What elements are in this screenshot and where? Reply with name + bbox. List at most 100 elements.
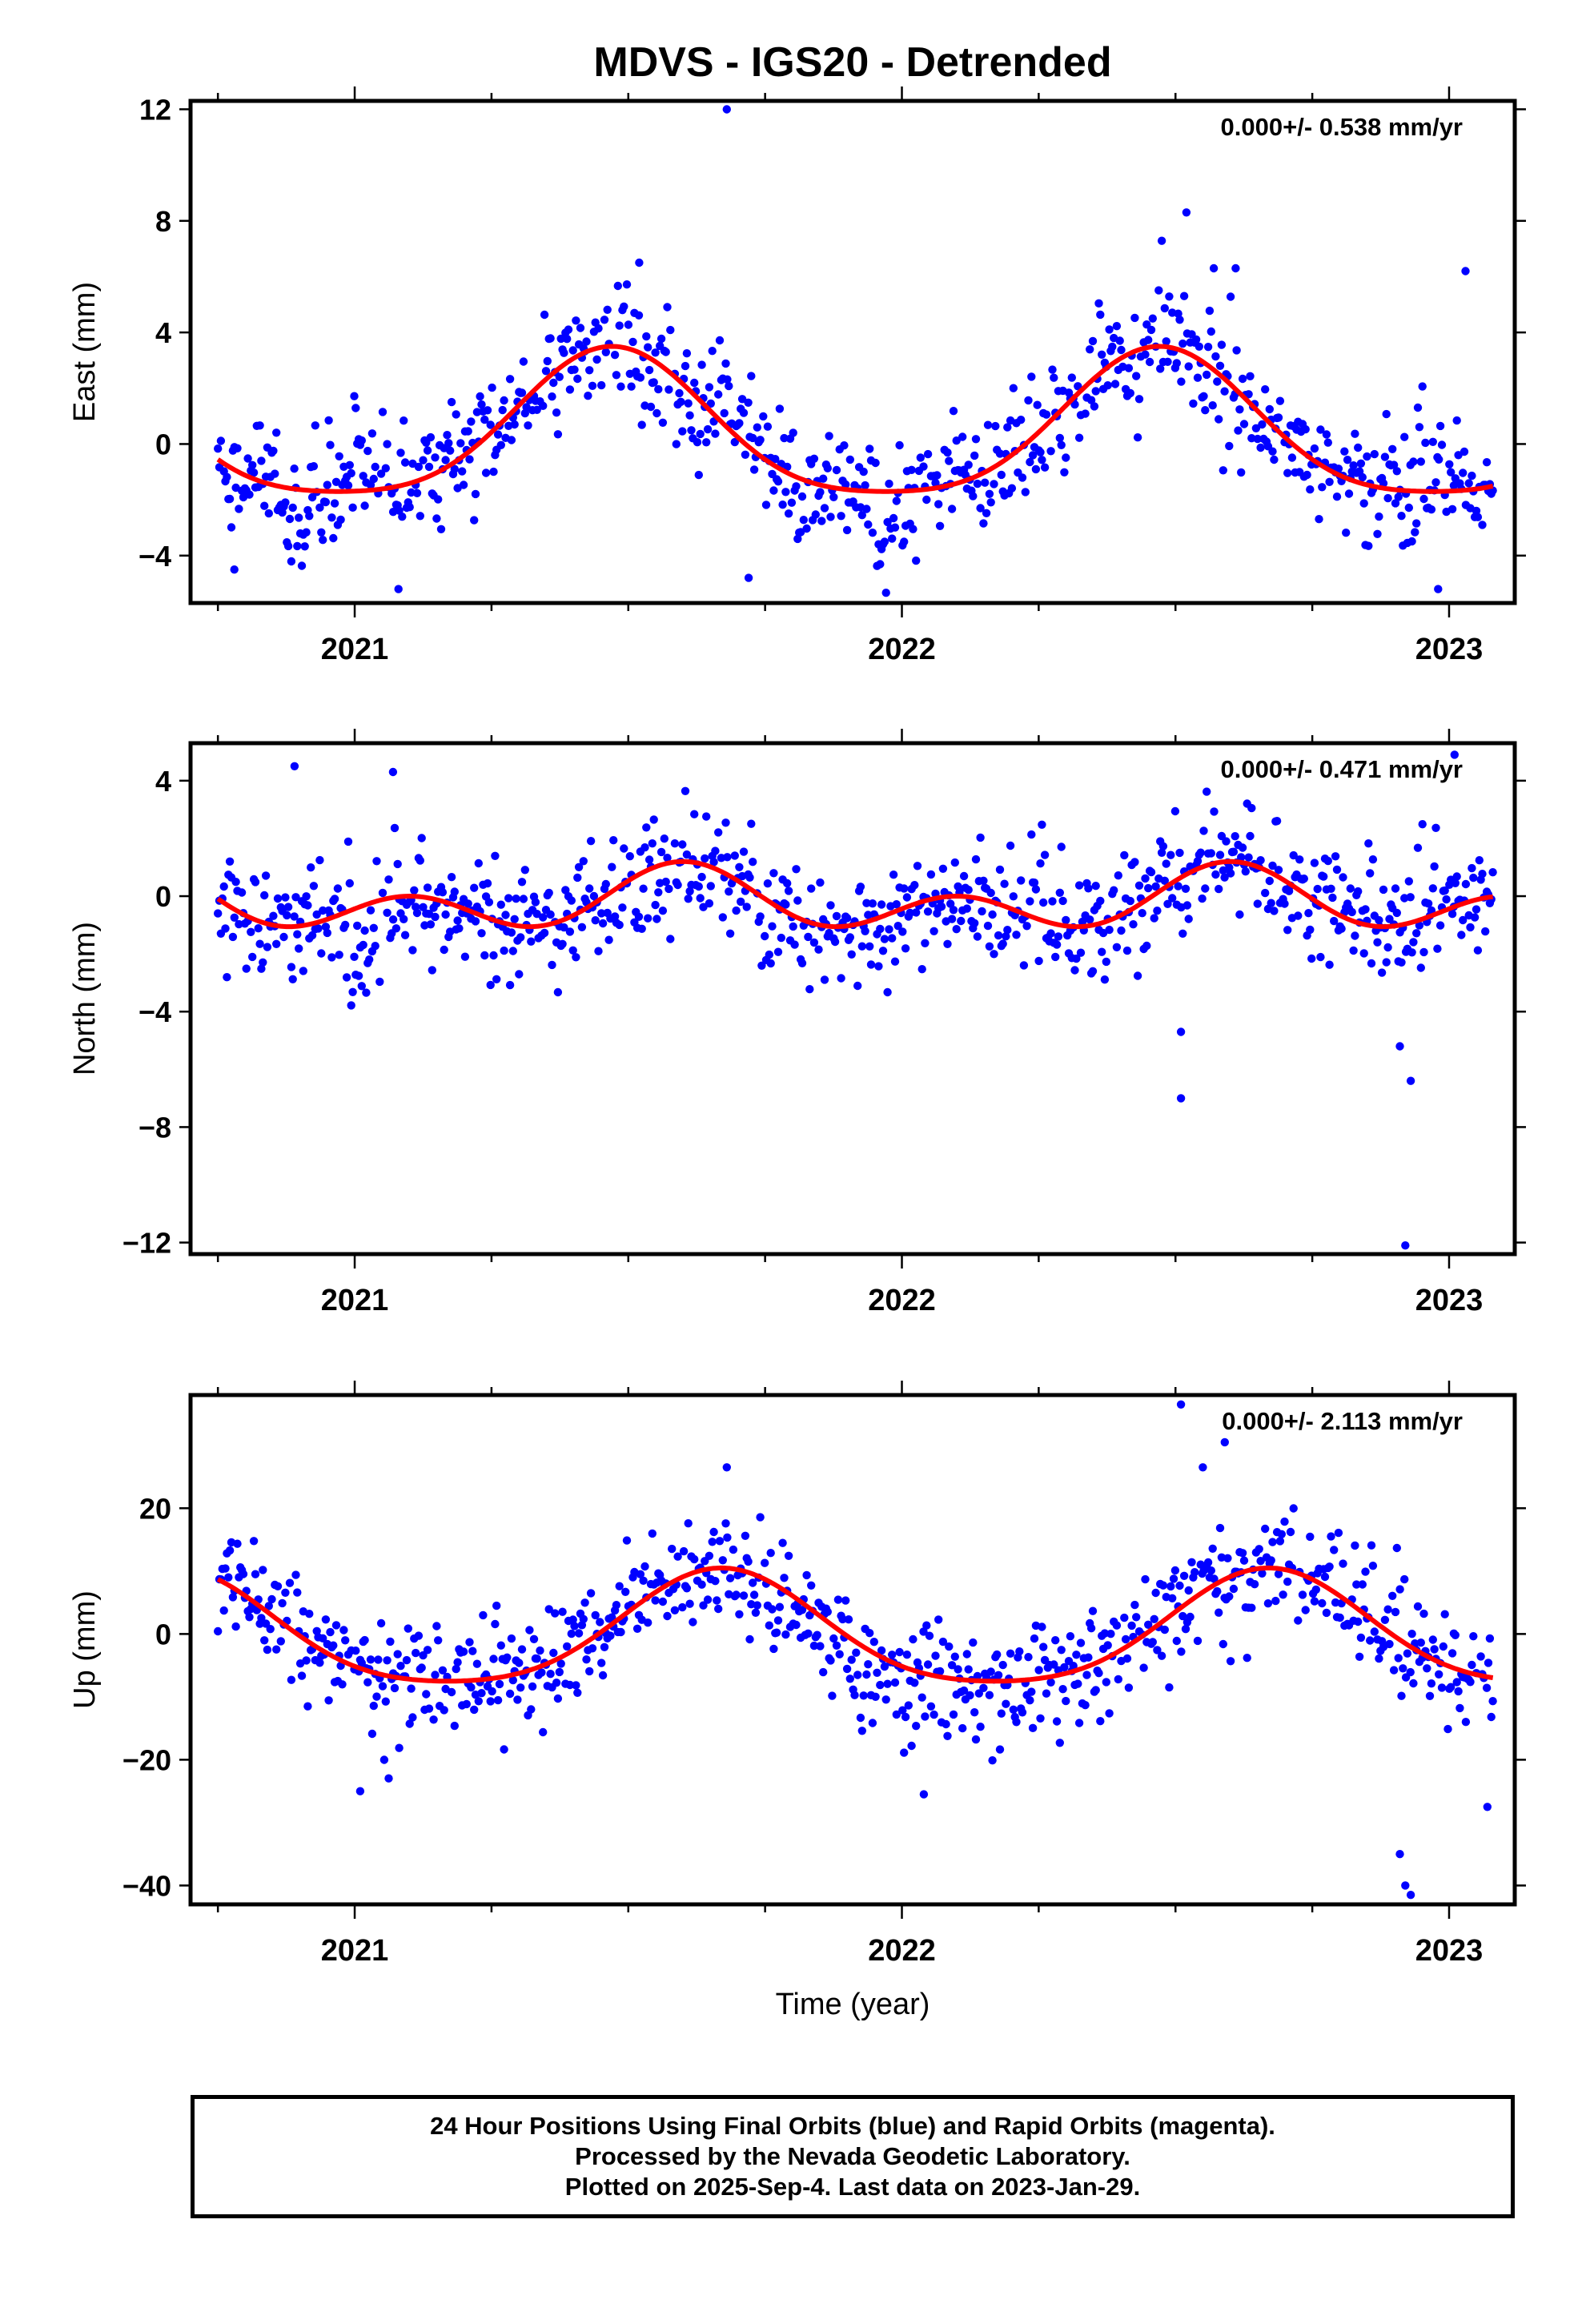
data-point <box>1046 1678 1055 1687</box>
data-point <box>1256 443 1265 452</box>
data-point <box>823 1607 833 1616</box>
data-point <box>705 383 714 392</box>
data-point <box>1124 1683 1134 1692</box>
data-point-outlier <box>1176 1094 1186 1103</box>
data-point <box>874 962 883 971</box>
data-point <box>1274 413 1283 422</box>
data-point <box>459 480 468 489</box>
data-point <box>1226 292 1235 301</box>
data-point <box>964 460 973 469</box>
data-point <box>654 384 663 394</box>
data-point <box>1184 362 1193 371</box>
data-point <box>285 1578 295 1587</box>
data-point <box>390 1683 400 1693</box>
data-point <box>1334 1528 1343 1538</box>
data-point <box>492 1601 501 1610</box>
data-point-outlier <box>1220 1437 1230 1447</box>
data-point <box>1427 505 1436 514</box>
data-point <box>1389 1666 1399 1675</box>
data-point <box>813 1630 821 1639</box>
data-point <box>1322 1608 1331 1618</box>
data-point <box>986 888 995 898</box>
data-point <box>1392 467 1402 476</box>
data-point <box>969 492 978 501</box>
data-point <box>230 913 239 923</box>
data-point <box>269 911 278 920</box>
data-point <box>400 931 410 939</box>
data-point <box>391 924 401 933</box>
data-point <box>1105 1709 1114 1718</box>
data-point <box>1160 876 1170 886</box>
data-point <box>324 416 333 425</box>
data-point <box>1451 879 1460 888</box>
data-point <box>1400 432 1409 441</box>
data-point <box>1356 459 1366 468</box>
data-point <box>359 940 367 950</box>
data-point <box>1115 336 1124 345</box>
data-point <box>673 1552 682 1561</box>
north-rate-label: 0.000+/- 0.471 mm/yr <box>1221 755 1463 783</box>
data-point <box>912 556 921 565</box>
data-point <box>285 514 295 524</box>
east-rate-label: 0.000+/- 0.538 mm/yr <box>1221 113 1463 141</box>
data-point <box>797 492 807 501</box>
data-point <box>919 1627 928 1636</box>
data-point <box>1120 850 1129 860</box>
data-point <box>720 408 729 418</box>
data-point <box>357 436 366 445</box>
data-point <box>933 471 942 480</box>
data-point <box>708 347 717 356</box>
data-point <box>610 351 620 360</box>
data-point <box>1270 907 1279 915</box>
data-point <box>1108 342 1117 352</box>
data-point <box>335 452 343 460</box>
data-point <box>684 895 693 903</box>
y-tick-label: −4 <box>139 540 171 573</box>
data-point <box>900 537 909 546</box>
data-point <box>1074 1719 1084 1727</box>
data-point <box>1366 1636 1375 1645</box>
data-point <box>1022 922 1031 931</box>
data-point <box>225 1546 235 1555</box>
data-point <box>1407 1630 1416 1638</box>
data-point <box>379 1755 389 1764</box>
data-point <box>978 907 986 916</box>
data-point <box>371 462 379 472</box>
data-point <box>567 1629 576 1638</box>
data-point <box>1482 1683 1492 1692</box>
data-point <box>1270 455 1279 464</box>
data-point <box>804 932 813 942</box>
data-point <box>307 863 315 872</box>
data-point <box>257 964 266 973</box>
data-point <box>988 1756 997 1765</box>
data-point <box>422 1690 431 1699</box>
data-point <box>723 375 732 384</box>
data-point <box>1213 377 1222 386</box>
data-point <box>1193 1636 1203 1646</box>
data-point <box>1130 313 1139 323</box>
data-point <box>651 348 660 357</box>
data-point <box>505 375 515 384</box>
data-point <box>644 1618 652 1627</box>
data-point <box>1208 1544 1217 1554</box>
data-point <box>926 1702 936 1711</box>
data-point <box>367 429 377 438</box>
data-point <box>1081 1701 1090 1710</box>
data-point <box>1168 1594 1177 1603</box>
data-point <box>1151 882 1160 891</box>
data-point <box>1086 345 1094 354</box>
data-point <box>737 897 745 907</box>
data-point <box>1454 1687 1463 1696</box>
data-point <box>528 1682 537 1691</box>
data-point <box>697 1580 706 1589</box>
data-point <box>1057 440 1066 449</box>
data-point <box>732 906 741 915</box>
data-point <box>314 924 323 933</box>
data-point <box>1048 365 1057 374</box>
data-point <box>943 939 952 949</box>
data-point <box>405 503 414 512</box>
data-point <box>488 383 496 392</box>
data-point <box>1413 843 1423 852</box>
data-point <box>1271 1596 1280 1606</box>
data-point <box>823 464 833 472</box>
